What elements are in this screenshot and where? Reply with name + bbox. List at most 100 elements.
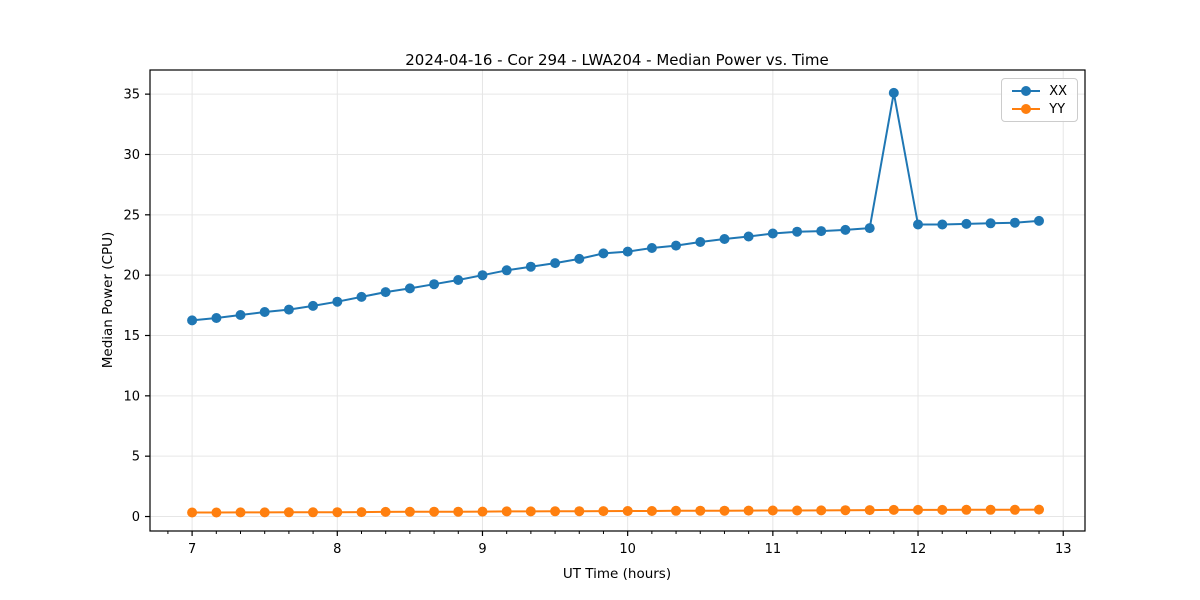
- series-YY-marker: [404, 506, 415, 517]
- x-tick-label: 9: [478, 542, 486, 557]
- series-XX-marker: [525, 261, 536, 272]
- series-YY-marker: [695, 505, 706, 516]
- series-XX-marker: [888, 87, 899, 98]
- series-YY-marker: [1034, 504, 1044, 515]
- series-XX-marker: [646, 243, 657, 253]
- series-XX-marker: [453, 275, 464, 285]
- legend-label-YY: YY: [1049, 101, 1066, 117]
- gridlines: [150, 70, 1085, 531]
- series-YY-marker: [961, 504, 972, 515]
- series-XX-marker: [961, 218, 972, 229]
- y-tick-label: 5: [132, 450, 140, 465]
- chart-title: 2024-04-16 - Cor 294 - LWA204 - Median P…: [405, 51, 829, 69]
- series-XX-marker: [695, 237, 706, 247]
- y-tick-label: 20: [123, 269, 140, 284]
- series-XX-marker: [574, 253, 585, 264]
- series-YY-marker: [792, 505, 803, 516]
- series-YY-marker: [308, 507, 318, 518]
- series-YY-marker: [477, 506, 488, 517]
- series-YY-marker: [259, 507, 270, 518]
- series-XX-marker: [671, 240, 681, 251]
- series-YY-marker: [1009, 504, 1020, 515]
- y-tick-label: 0: [132, 510, 140, 525]
- series-XX-marker: [501, 265, 512, 276]
- series-YY-marker: [525, 506, 536, 517]
- legend-line-marker-icon: [1012, 86, 1041, 96]
- series-XX-line: [192, 91, 1040, 322]
- axis-ticks: [145, 93, 1064, 536]
- series-YY-marker: [356, 507, 367, 518]
- series-YY-marker: [211, 507, 222, 518]
- legend-line-marker-icon: [1012, 104, 1041, 114]
- series-XX-marker: [477, 270, 488, 281]
- series-YY-marker: [453, 506, 464, 517]
- series-XX-marker: [913, 219, 923, 230]
- legend-entry-XX: XX: [1010, 84, 1067, 98]
- series-XX-marker: [187, 315, 198, 326]
- series-XX-marker: [550, 258, 561, 269]
- series-XX-marker: [235, 310, 246, 320]
- series-YY-marker: [840, 505, 851, 516]
- axes-spines: [149, 69, 1086, 532]
- series-YY-line: [192, 508, 1040, 514]
- series-XX-marker: [1009, 217, 1020, 228]
- series-YY-marker: [671, 505, 681, 516]
- series-YY-marker: [985, 504, 996, 515]
- x-tick-label: 8: [333, 542, 341, 557]
- series-YY-marker: [888, 504, 899, 515]
- series-YY: [187, 504, 1044, 518]
- series-XX-marker: [864, 223, 875, 234]
- series-YY-marker: [719, 505, 730, 516]
- series-XX-marker: [767, 228, 778, 239]
- series-YY-marker: [574, 506, 585, 517]
- tick-labels: 7 8 9 10 11 12 13 0 5 10 15 20 25 30 35: [123, 88, 1071, 557]
- series-layer: [187, 87, 1044, 518]
- series-YY-marker: [864, 505, 875, 516]
- y-tick-label: 10: [123, 389, 140, 404]
- x-tick-label: 12: [910, 542, 927, 557]
- series-YY-marker: [816, 505, 827, 516]
- legend-label-XX: XX: [1049, 83, 1067, 99]
- series-XX-marker: [356, 291, 367, 302]
- series-XX-marker: [719, 234, 730, 244]
- x-axis-label: UT Time (hours): [563, 566, 671, 582]
- x-tick-label: 11: [765, 542, 782, 557]
- y-tick-label: 30: [123, 148, 140, 163]
- series-YY-marker: [937, 504, 948, 515]
- series-XX-marker: [622, 246, 633, 257]
- x-tick-label: 13: [1055, 542, 1072, 557]
- series-XX-marker: [840, 224, 851, 235]
- series-YY-marker: [646, 506, 657, 516]
- series-XX-marker: [332, 296, 343, 307]
- series-XX-marker: [380, 287, 391, 298]
- x-tick-label: 10: [619, 542, 636, 557]
- series-XX-marker: [429, 279, 440, 290]
- series-YY-marker: [767, 505, 778, 516]
- series-YY-marker: [913, 504, 923, 515]
- series-YY-marker: [332, 507, 343, 518]
- y-axis-label: Median Power (CPU): [100, 232, 116, 368]
- series-YY-marker: [743, 505, 754, 516]
- series-YY-marker: [429, 506, 440, 517]
- series-XX-marker: [404, 283, 415, 294]
- series-YY-marker: [283, 507, 294, 518]
- series-YY-marker: [598, 506, 609, 517]
- series-XX-marker: [308, 300, 318, 311]
- series-YY-marker: [187, 507, 198, 518]
- series-XX-marker: [743, 231, 754, 242]
- series-XX-marker: [792, 226, 803, 237]
- series-XX: [187, 87, 1044, 326]
- y-tick-label: 35: [123, 88, 140, 103]
- y-tick-label: 25: [123, 208, 140, 223]
- series-XX-marker: [283, 304, 294, 315]
- series-YY-marker: [622, 506, 633, 516]
- legend: XX YY: [1001, 78, 1078, 122]
- y-tick-label: 15: [123, 329, 140, 344]
- series-XX-marker: [937, 219, 948, 230]
- series-YY-marker: [550, 506, 561, 517]
- series-XX-marker: [259, 307, 270, 317]
- series-YY-marker: [235, 507, 246, 518]
- series-YY-marker: [380, 506, 391, 517]
